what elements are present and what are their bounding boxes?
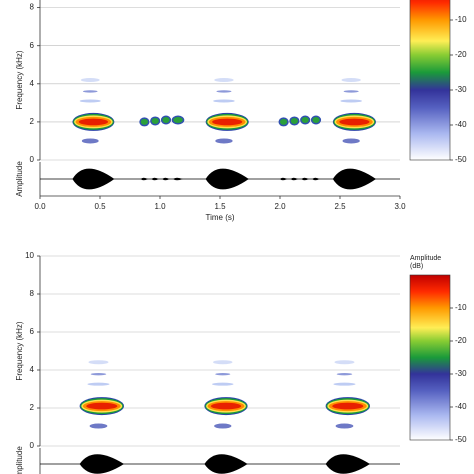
harmonic-band xyxy=(343,90,359,93)
harmonic-band xyxy=(333,382,356,386)
waveform xyxy=(280,177,288,181)
waveform xyxy=(173,177,183,181)
harmonic-band xyxy=(214,423,232,429)
colorbar-label: Amplitude xyxy=(410,255,441,262)
harmonic-band xyxy=(336,372,353,376)
note-energy xyxy=(162,117,170,123)
note-energy xyxy=(78,118,109,126)
y-tick-label: 0 xyxy=(30,155,35,164)
waveform xyxy=(140,177,148,181)
colorbar-tick-label: -40 xyxy=(455,402,467,411)
y-tick-label: 4 xyxy=(30,79,35,88)
waveform xyxy=(151,177,159,181)
x-tick-label: 0.5 xyxy=(94,202,106,211)
waveform xyxy=(290,177,298,181)
waveform xyxy=(79,454,124,474)
y-tick-label: 4 xyxy=(30,365,35,374)
waveform xyxy=(312,177,320,181)
note-energy xyxy=(212,118,243,126)
note-energy xyxy=(339,118,370,126)
harmonic-band xyxy=(213,360,233,365)
x-tick-label: 2.0 xyxy=(274,202,286,211)
colorbar-tick-label: -50 xyxy=(455,435,467,444)
note-energy xyxy=(312,117,320,123)
y-tick-label: 10 xyxy=(25,251,34,260)
harmonic-band xyxy=(213,99,235,103)
note-energy xyxy=(210,402,242,410)
harmonic-band xyxy=(341,78,361,82)
colorbar-tick-label: -50 xyxy=(455,155,467,164)
waveform xyxy=(332,168,376,190)
waveform xyxy=(162,177,170,181)
harmonic-band xyxy=(80,78,100,82)
note-energy xyxy=(290,117,298,124)
harmonic-band xyxy=(81,138,99,144)
harmonic-band xyxy=(335,423,354,429)
harmonic-band xyxy=(211,382,234,386)
note-energy xyxy=(173,117,183,123)
y-tick-label: 2 xyxy=(30,117,35,126)
harmonic-band xyxy=(215,138,233,144)
x-axis-label: Time (s) xyxy=(205,213,234,222)
y-tick-label: 6 xyxy=(30,41,35,50)
harmonic-band xyxy=(340,99,362,103)
colorbar-label: (dB) xyxy=(410,263,423,270)
colorbar-tick-label: -40 xyxy=(455,120,467,129)
amplitude-label: Amplitude xyxy=(15,446,24,474)
y-tick-label: 8 xyxy=(30,3,35,12)
x-tick-label: 1.5 xyxy=(214,202,226,211)
note-energy xyxy=(332,402,364,410)
harmonic-band xyxy=(216,90,232,93)
harmonic-band xyxy=(342,138,360,144)
colorbar-tick-label: -20 xyxy=(455,336,467,345)
harmonic-band xyxy=(89,423,108,429)
colorbar-tick-label: -10 xyxy=(455,15,467,24)
y-axis-label: Frequency (kHz) xyxy=(15,321,24,380)
note-energy xyxy=(86,402,118,410)
colorbar-tick-label: -30 xyxy=(455,369,467,378)
y-tick-label: 6 xyxy=(30,327,35,336)
colorbar xyxy=(409,0,451,161)
waveform xyxy=(301,177,309,181)
colorbar-tick-label: -30 xyxy=(455,85,467,94)
colorbar xyxy=(409,274,451,441)
y-tick-label: 0 xyxy=(30,441,35,450)
colorbar-tick-label: -20 xyxy=(455,50,467,59)
harmonic-band xyxy=(88,360,109,365)
note-energy xyxy=(280,118,288,125)
harmonic-band xyxy=(215,372,231,376)
y-axis-label: Frequency (kHz) xyxy=(15,50,24,109)
note-energy xyxy=(151,117,159,124)
waveform xyxy=(205,168,249,190)
waveform xyxy=(204,454,248,474)
harmonic-band xyxy=(214,78,234,82)
x-tick-label: 0.0 xyxy=(34,202,46,211)
note-energy xyxy=(140,118,148,125)
x-tick-label: 2.5 xyxy=(334,202,346,211)
harmonic-band xyxy=(87,382,110,386)
x-tick-label: 1.0 xyxy=(154,202,166,211)
waveform xyxy=(72,168,115,190)
harmonic-band xyxy=(334,360,355,365)
y-tick-label: 2 xyxy=(30,403,35,412)
y-tick-label: 8 xyxy=(30,289,35,298)
harmonic-band xyxy=(82,90,98,93)
amplitude-label: Amplitude xyxy=(15,161,24,197)
harmonic-band xyxy=(79,99,101,103)
note-energy xyxy=(301,117,309,123)
waveform xyxy=(325,454,370,474)
harmonic-band xyxy=(90,372,107,376)
x-tick-label: 3.0 xyxy=(394,202,406,211)
colorbar-tick-label: -10 xyxy=(455,303,467,312)
